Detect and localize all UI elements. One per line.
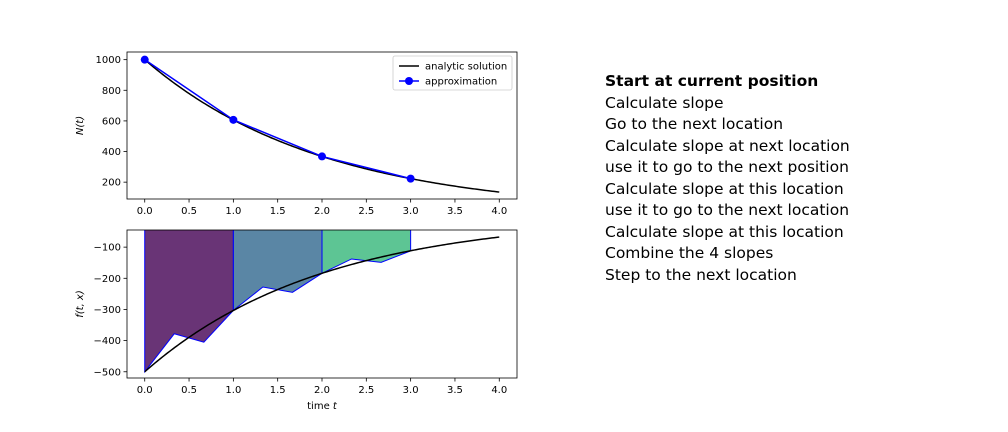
- y-tick-label: 400: [102, 147, 121, 158]
- x-tick-label: 3.5: [447, 206, 463, 217]
- approximation-point: [140, 55, 149, 64]
- x-axis-label-part: t: [330, 401, 338, 412]
- x-tick-label: 3.0: [403, 206, 419, 217]
- analytic-solution-line: [144, 236, 500, 373]
- y-tick-label: 800: [102, 86, 121, 97]
- y-tick-label: −100: [94, 243, 121, 254]
- y-tick-label: −200: [94, 274, 121, 285]
- x-tick-label: 4.0: [491, 206, 507, 217]
- y-axis-label: f(t, x): [75, 290, 86, 318]
- step-item: use it to go to the next position: [605, 158, 849, 176]
- approximation-point: [229, 115, 238, 124]
- x-tick-label: 1.5: [270, 206, 286, 217]
- approximation-point: [318, 152, 326, 161]
- x-tick-label: 2.5: [358, 385, 374, 396]
- step-item: Calculate slope at this location: [605, 222, 844, 241]
- top-chart: 0.0 0.5 1.0 1.5 2.0 2.5 3.0 3.5 4.0 200 400 600 800 1…: [75, 51, 518, 217]
- legend-marker: [405, 77, 413, 85]
- x-tick-label: 0.5: [181, 385, 197, 396]
- step-item: Calculate slope at this location: [605, 179, 844, 198]
- step-item: Step to the next location: [605, 265, 797, 284]
- x-tick-label: 3.0: [403, 385, 419, 396]
- bottom-chart: 0.0 0.5 1.0 1.5 2.0 2.5 3.0 3.5 4.0 −100 −200 −300 −…: [75, 229, 518, 412]
- step-item: Start at current position: [605, 72, 819, 90]
- step-item: Go to the next location: [605, 115, 784, 133]
- y-tick-label: 200: [102, 178, 121, 189]
- x-tick-label: 1.5: [270, 385, 286, 396]
- interval-fill-3: [321, 230, 412, 275]
- step-item: Combine the 4 slopes: [605, 244, 774, 262]
- x-tick-label: 1.0: [225, 206, 241, 217]
- x-tick-label: 3.5: [447, 385, 463, 396]
- step-item: use it to go to the next location: [605, 201, 850, 219]
- step-item: Calculate slope at next location: [605, 136, 850, 155]
- x-tick-label: 4.0: [491, 385, 507, 396]
- y-tick-label: 1000: [96, 55, 121, 66]
- step-item: Calculate slope: [605, 93, 724, 112]
- x-tick-label: 0.0: [137, 385, 153, 396]
- x-tick-label: 0.0: [137, 206, 153, 217]
- x-tick-label: 2.0: [314, 206, 330, 217]
- x-tick-label: 2.0: [314, 385, 330, 396]
- steps-list: Start at current position Calculate slop…: [605, 71, 850, 286]
- y-tick-label: 600: [102, 116, 121, 127]
- plot-area: [144, 230, 500, 374]
- legend-box: [392, 55, 513, 91]
- plot-area: [140, 55, 500, 193]
- y-tick-label: −300: [94, 305, 121, 316]
- y-tick-label: −500: [94, 367, 121, 378]
- x-tick-label: 1.0: [225, 385, 241, 396]
- legend-entry: approximation: [425, 77, 497, 88]
- interval-fill-1: [144, 230, 234, 374]
- legend-entry: analytic solution: [425, 62, 507, 73]
- approximation-point: [406, 174, 415, 183]
- x-axis-label: time t: [307, 401, 338, 412]
- y-tick-label: −400: [94, 336, 121, 347]
- x-tick-label: 2.5: [358, 206, 374, 217]
- y-axis-label: N(t): [75, 116, 86, 135]
- approximation-line: [144, 59, 411, 180]
- interval-fill-2: [232, 230, 323, 312]
- x-axis-label-part: time: [307, 401, 330, 412]
- x-tick-label: 0.5: [181, 206, 197, 217]
